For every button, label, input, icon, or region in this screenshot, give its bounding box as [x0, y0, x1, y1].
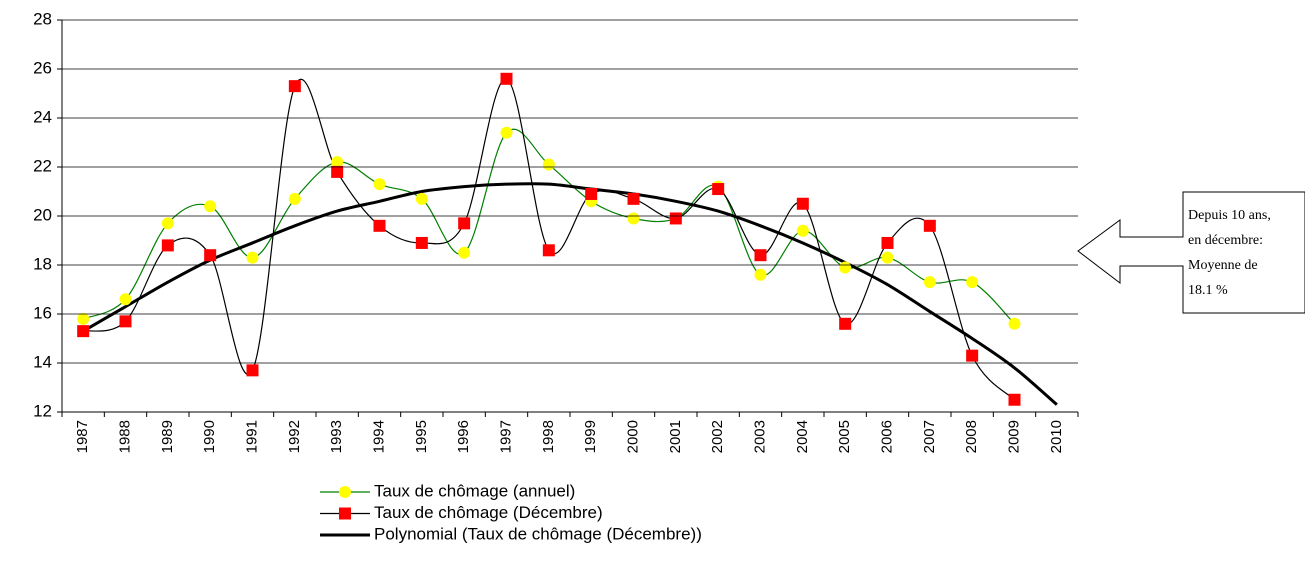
x-tick-label: 2006: [878, 420, 895, 453]
x-tick-label: 2001: [667, 420, 684, 453]
x-tick-label: 1993: [328, 420, 345, 453]
data-point: [500, 72, 513, 85]
data-point: [415, 236, 428, 249]
data-point: [923, 276, 936, 289]
x-tick-label: 2009: [1005, 420, 1022, 453]
data-point: [500, 126, 513, 139]
data-point: [119, 315, 132, 328]
x-tick-label: 2007: [921, 420, 938, 453]
x-tick-label: 2000: [624, 420, 641, 453]
data-point: [458, 217, 471, 230]
data-point: [966, 276, 979, 289]
series-line: [83, 78, 1015, 401]
data-point: [923, 219, 936, 232]
legend-label: Polynomial (Taux de chômage (Décembre)): [374, 524, 702, 543]
legend-marker: [339, 507, 351, 520]
data-point: [77, 312, 90, 325]
y-tick-label: 22: [33, 156, 52, 175]
y-tick-label: 28: [33, 9, 52, 28]
data-point: [796, 197, 809, 210]
y-tick-label: 16: [33, 303, 52, 322]
legend-label: Taux de chômage (Décembre): [374, 503, 603, 522]
data-point: [161, 239, 174, 252]
x-tick-label: 2008: [963, 420, 980, 453]
data-point: [246, 251, 259, 264]
y-tick-label: 20: [33, 205, 52, 224]
x-tick-label: 1991: [243, 420, 260, 453]
data-point: [754, 268, 767, 281]
data-point: [415, 192, 428, 205]
data-point: [1008, 393, 1021, 406]
data-point: [458, 246, 471, 259]
y-tick-label: 26: [33, 58, 52, 77]
data-point: [1008, 317, 1021, 330]
data-point: [754, 249, 767, 262]
x-tick-label: 1996: [455, 420, 472, 453]
x-tick-label: 2010: [1048, 420, 1065, 453]
x-tick-label: 1990: [201, 420, 218, 453]
data-point: [881, 251, 894, 264]
data-point: [542, 244, 555, 257]
x-tick-label: 1987: [74, 420, 91, 453]
data-point: [585, 187, 598, 200]
data-point: [204, 200, 217, 213]
y-tick-label: 18: [33, 254, 52, 273]
x-tick-label: 1989: [159, 420, 176, 453]
annotation-text: 18.1 %: [1188, 283, 1228, 298]
data-point: [373, 219, 386, 232]
data-point: [796, 224, 809, 237]
data-point: [669, 212, 682, 225]
data-point: [288, 192, 301, 205]
plot-area: [77, 72, 1058, 406]
x-tick-label: 2003: [751, 420, 768, 453]
data-point: [246, 364, 259, 377]
data-point: [119, 293, 132, 306]
x-tick-label: 2002: [709, 420, 726, 453]
data-point: [627, 192, 640, 205]
data-point: [839, 261, 852, 274]
x-tick-label: 1998: [540, 420, 557, 453]
callout-arrow: [1077, 191, 1305, 314]
x-tick-label: 1997: [497, 420, 514, 453]
x-tick-label: 1995: [413, 420, 430, 453]
data-point: [161, 217, 174, 230]
data-point: [542, 158, 555, 171]
y-tick-label: 14: [33, 352, 52, 371]
legend-marker: [339, 486, 351, 498]
series-line: [82, 182, 1058, 406]
data-point: [712, 183, 725, 196]
y-tick-label: 24: [33, 107, 52, 126]
annotation-text: Moyenne de: [1188, 258, 1258, 273]
x-tick-label: 2004: [794, 420, 811, 453]
x-tick-label: 1999: [582, 420, 599, 453]
data-point: [77, 325, 90, 338]
data-point: [204, 249, 217, 262]
data-point: [331, 165, 344, 178]
x-tick-label: 1992: [286, 420, 303, 453]
data-point: [966, 349, 979, 362]
data-point: [331, 156, 344, 169]
x-tick-label: 1988: [116, 420, 133, 453]
data-point: [839, 317, 852, 330]
x-tick-label: 1994: [370, 420, 387, 453]
annotation-text: Depuis 10 ans,: [1188, 208, 1271, 223]
data-point: [373, 178, 386, 191]
x-tick-label: 2005: [836, 420, 853, 453]
data-point: [288, 80, 301, 93]
data-point: [627, 212, 640, 225]
data-point: [881, 236, 894, 249]
legend-label: Taux de chômage (annuel): [374, 481, 575, 500]
y-tick-label: 12: [33, 401, 52, 420]
annotation-text: en décembre:: [1188, 233, 1263, 248]
